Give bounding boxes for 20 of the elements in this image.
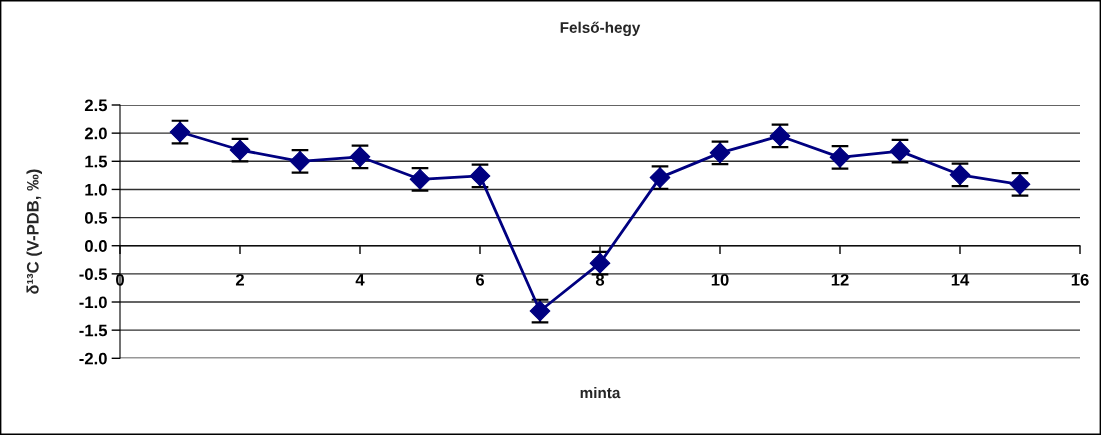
x-tick-label: 10 xyxy=(711,273,729,286)
chart-title: Felső-hegy xyxy=(560,21,641,37)
y-tick-label: 2.0 xyxy=(84,127,107,140)
x-tick-label: 4 xyxy=(355,274,365,286)
x-tick-label: 6 xyxy=(475,273,485,286)
y-tick-label: 2.5 xyxy=(84,99,108,112)
y-tick-label: 0.0 xyxy=(84,240,107,252)
x-tick-label: 2 xyxy=(235,273,244,286)
x-tick-label: 14 xyxy=(951,274,970,286)
y-tick-label: 1.5 xyxy=(85,155,108,168)
y-tick-label: -2.0 xyxy=(79,352,107,365)
y-tick-label: 1.0 xyxy=(85,183,107,196)
x-axis-title: minta xyxy=(580,387,621,399)
y-tick-label: 0.5 xyxy=(84,211,108,224)
y-axis-title: δ¹³C (V-PDB, ‰) xyxy=(26,169,42,294)
y-tick-label: -1.5 xyxy=(79,324,108,337)
y-tick-label: -1.0 xyxy=(79,296,107,309)
x-tick-label: 16 xyxy=(1071,273,1089,286)
y-tick-label: -0.5 xyxy=(79,268,108,281)
x-tick-label: 12 xyxy=(831,273,849,286)
